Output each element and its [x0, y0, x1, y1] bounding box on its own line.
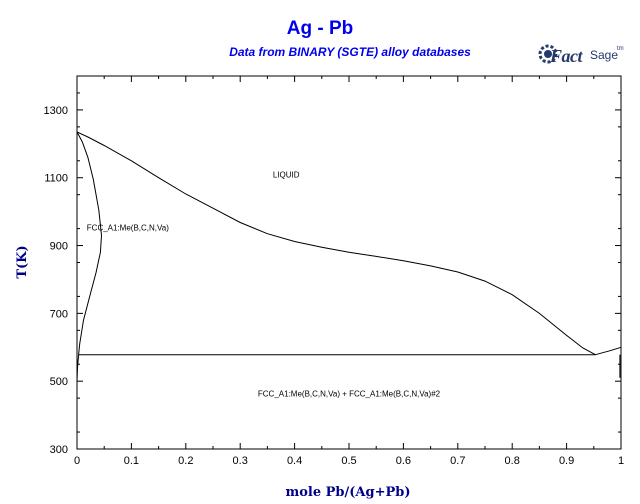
axis-tick-labels: 0 0.1 0.2 0.3 0.4 0.5 0.6 0.7 0.8 0.9 130050070090… [44, 105, 625, 467]
chart-title: Ag - Pb [286, 18, 354, 39]
logo-sage-text: Sage [590, 48, 619, 62]
factsage-logo: Fact Sage tm [538, 40, 624, 74]
x-tick-label: 0.6 [396, 455, 411, 467]
y-tick-label: 300 [50, 444, 68, 456]
x-tick-label: 0.4 [287, 455, 302, 467]
phase-boundary-line [76, 354, 80, 382]
phase-boundaries [76, 131, 622, 382]
x-tick-label: 0.9 [559, 455, 574, 467]
x-tick-label: 0.5 [341, 455, 356, 467]
x-tick-label: 0.1 [124, 455, 139, 467]
y-tick-label: 1100 [44, 173, 68, 185]
phase-boundary-line [595, 346, 622, 356]
factsage-wheel-icon [538, 44, 558, 64]
x-tick-label: 0.3 [233, 455, 248, 467]
chart-subtitle: Data from BINARY (SGTE) alloy databases [229, 45, 471, 59]
region-label: FCC_A1:Me(B,C,N,Va) + FCC_A1:Me(B,C,N,Va… [258, 389, 441, 398]
phase-boundary-line [76, 131, 596, 356]
axis-ticks [76, 76, 622, 450]
region-labels: LIQUID FCC_A1:Me(B,C,N,Va) FCC_A1:Me(B,C,N… [87, 171, 441, 399]
region-label: FCC_A1:Me(B,C,N,Va) [87, 223, 169, 232]
x-tick-label: 1 [618, 455, 624, 467]
y-tick-label: 500 [50, 376, 68, 388]
y-tick-label: 700 [50, 308, 68, 320]
phase-boundary-line [76, 131, 103, 355]
x-tick-label: 0.8 [505, 455, 520, 467]
x-tick-label: 0.2 [178, 455, 193, 467]
y-tick-label: 1300 [44, 105, 68, 117]
y-tick-label: 900 [50, 241, 68, 253]
logo-fact-text: Fact [550, 46, 583, 66]
x-axis-title: mole Pb/(Ag+Pb) [285, 485, 410, 500]
x-tick-label: 0 [74, 455, 80, 467]
logo-tm-text: tm [617, 46, 624, 52]
region-label: LIQUID [273, 171, 300, 180]
y-axis-title: T(K) [15, 245, 30, 278]
x-tick-label: 0.7 [450, 455, 465, 467]
